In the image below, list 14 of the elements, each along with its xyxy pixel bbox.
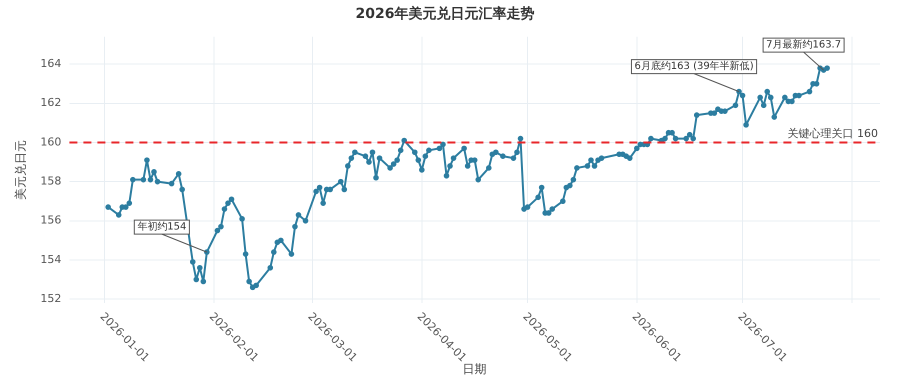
y-tick-label: 154 bbox=[40, 252, 62, 266]
y-tick-label: 162 bbox=[40, 96, 62, 110]
annotation: 年初约154 bbox=[137, 220, 186, 233]
y-tick-label: 152 bbox=[40, 292, 62, 305]
y-tick-label: 164 bbox=[40, 57, 62, 70]
y-tick-label: 158 bbox=[40, 174, 62, 188]
annotation: 6月底约163 (39年半新低) bbox=[634, 60, 754, 72]
y-tick-label: 160 bbox=[40, 135, 62, 148]
y-axis-title: 美元兑日元 bbox=[13, 140, 28, 200]
ref-line-label: 关键心理关口 160 bbox=[788, 126, 878, 140]
x-axis-title: 日期 bbox=[462, 362, 487, 376]
annotation: 7月最新约163.7 bbox=[766, 38, 842, 51]
chart-title: 2026年美元兑日元汇率走势 bbox=[356, 5, 534, 22]
y-tick-label: 156 bbox=[40, 214, 62, 227]
